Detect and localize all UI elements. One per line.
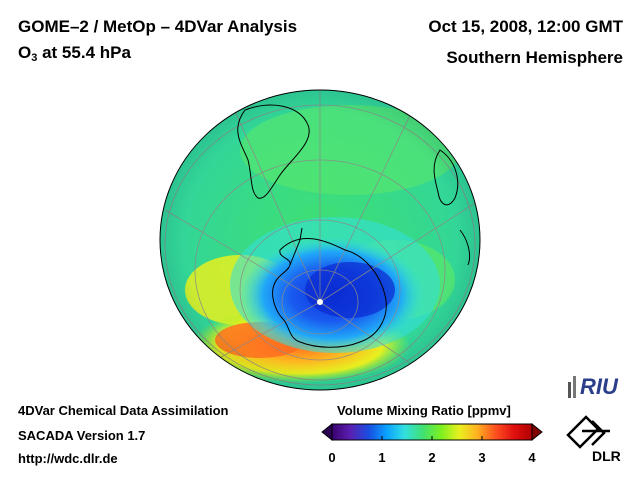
colorbar-tick-label: 1: [378, 450, 386, 465]
pressure-level: at 55.4 hPa: [42, 43, 131, 62]
footer-url-link[interactable]: http://wdc.dlr.de: [18, 451, 118, 466]
species-subscript: 3: [31, 52, 38, 64]
species-symbol: O: [18, 43, 32, 62]
colorbar-tick-label: 4: [528, 450, 536, 465]
analysis-datetime: Oct 15, 2008, 12:00 GMT: [428, 17, 623, 36]
footer-method: 4DVar Chemical Data Assimilation: [18, 403, 229, 418]
map-title: GOME–2 / MetOp – 4DVar Analysis: [18, 17, 298, 36]
map-subtitle: O3 at 55.4 hPa: [18, 43, 131, 64]
colorbar-tick-label: 0: [328, 450, 336, 465]
colorbar: [321, 422, 543, 442]
colorbar-tick-label: 3: [478, 450, 486, 465]
globe-outline: [159, 89, 481, 391]
dlr-logo-icon: [566, 415, 610, 449]
hemisphere-label: Southern Hemisphere: [446, 48, 623, 67]
dlr-logo-text: DLR: [592, 448, 621, 464]
globe-limb-shading: [160, 90, 480, 390]
ozone-globe-map[interactable]: [150, 80, 490, 400]
footer-version: SACADA Version 1.7: [18, 428, 146, 443]
colorbar-max-arrow: [531, 422, 543, 442]
colorbar-title: Volume Mixing Ratio [ppmv]: [337, 403, 511, 418]
colorbar-tick-label: 2: [428, 450, 436, 465]
colorbar-min-arrow: [321, 422, 333, 442]
riu-logo: RIU: [568, 374, 619, 399]
colorbar-tick-marks: [331, 436, 533, 440]
riu-logo-text: RIU: [580, 374, 619, 399]
